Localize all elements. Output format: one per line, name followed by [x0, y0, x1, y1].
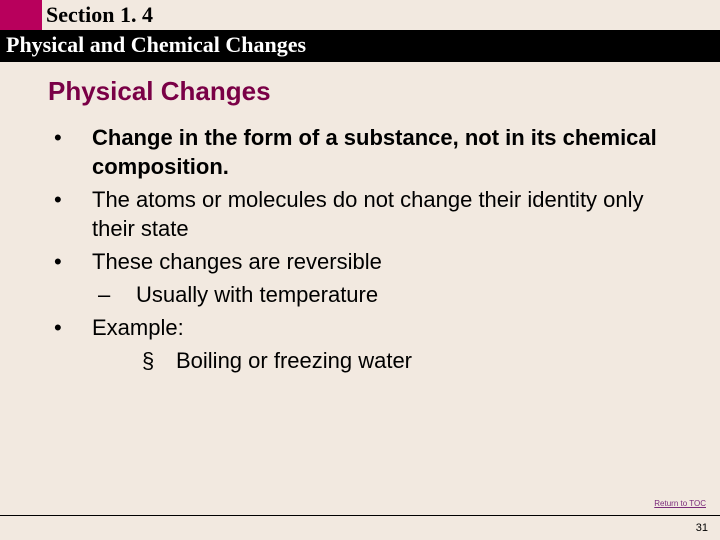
footer-divider [0, 515, 720, 516]
page-number: 31 [696, 522, 708, 534]
section-title-bar: Physical and Chemical Changes [0, 30, 720, 62]
slide: Section 1. 4 Physical and Chemical Chang… [0, 0, 720, 540]
list-item: • These changes are reversible [48, 247, 688, 276]
bullet-text: Boiling or freezing water [176, 346, 688, 375]
bullet-list: • Change in the form of a substance, not… [48, 123, 688, 375]
return-to-toc-link[interactable]: Return to TOC [654, 499, 706, 508]
topic-title: Physical Changes [48, 76, 688, 107]
bullet-text: These changes are reversible [92, 247, 688, 276]
content-area: Physical Changes • Change in the form of… [0, 62, 720, 375]
section-title: Physical and Chemical Changes [6, 32, 306, 57]
bullet-marker: • [48, 247, 92, 276]
section-label: Section 1. 4 [42, 0, 153, 30]
list-item: • Change in the form of a substance, not… [48, 123, 688, 181]
list-item: • The atoms or molecules do not change t… [48, 185, 688, 243]
bullet-marker: • [48, 313, 92, 342]
list-item: • Example: [48, 313, 688, 342]
bullet-text: Change in the form of a substance, not i… [92, 123, 688, 181]
bullet-marker: § [136, 346, 176, 375]
header-row: Section 1. 4 [0, 0, 720, 30]
bullet-marker: • [48, 185, 92, 243]
bullet-marker: – [92, 280, 136, 309]
list-item: § Boiling or freezing water [48, 346, 688, 375]
list-item: – Usually with temperature [48, 280, 688, 309]
bullet-text: Usually with temperature [136, 280, 688, 309]
bullet-text: The atoms or molecules do not change the… [92, 185, 688, 243]
bullet-text: Example: [92, 313, 688, 342]
bullet-marker: • [48, 123, 92, 181]
accent-block [0, 0, 42, 30]
